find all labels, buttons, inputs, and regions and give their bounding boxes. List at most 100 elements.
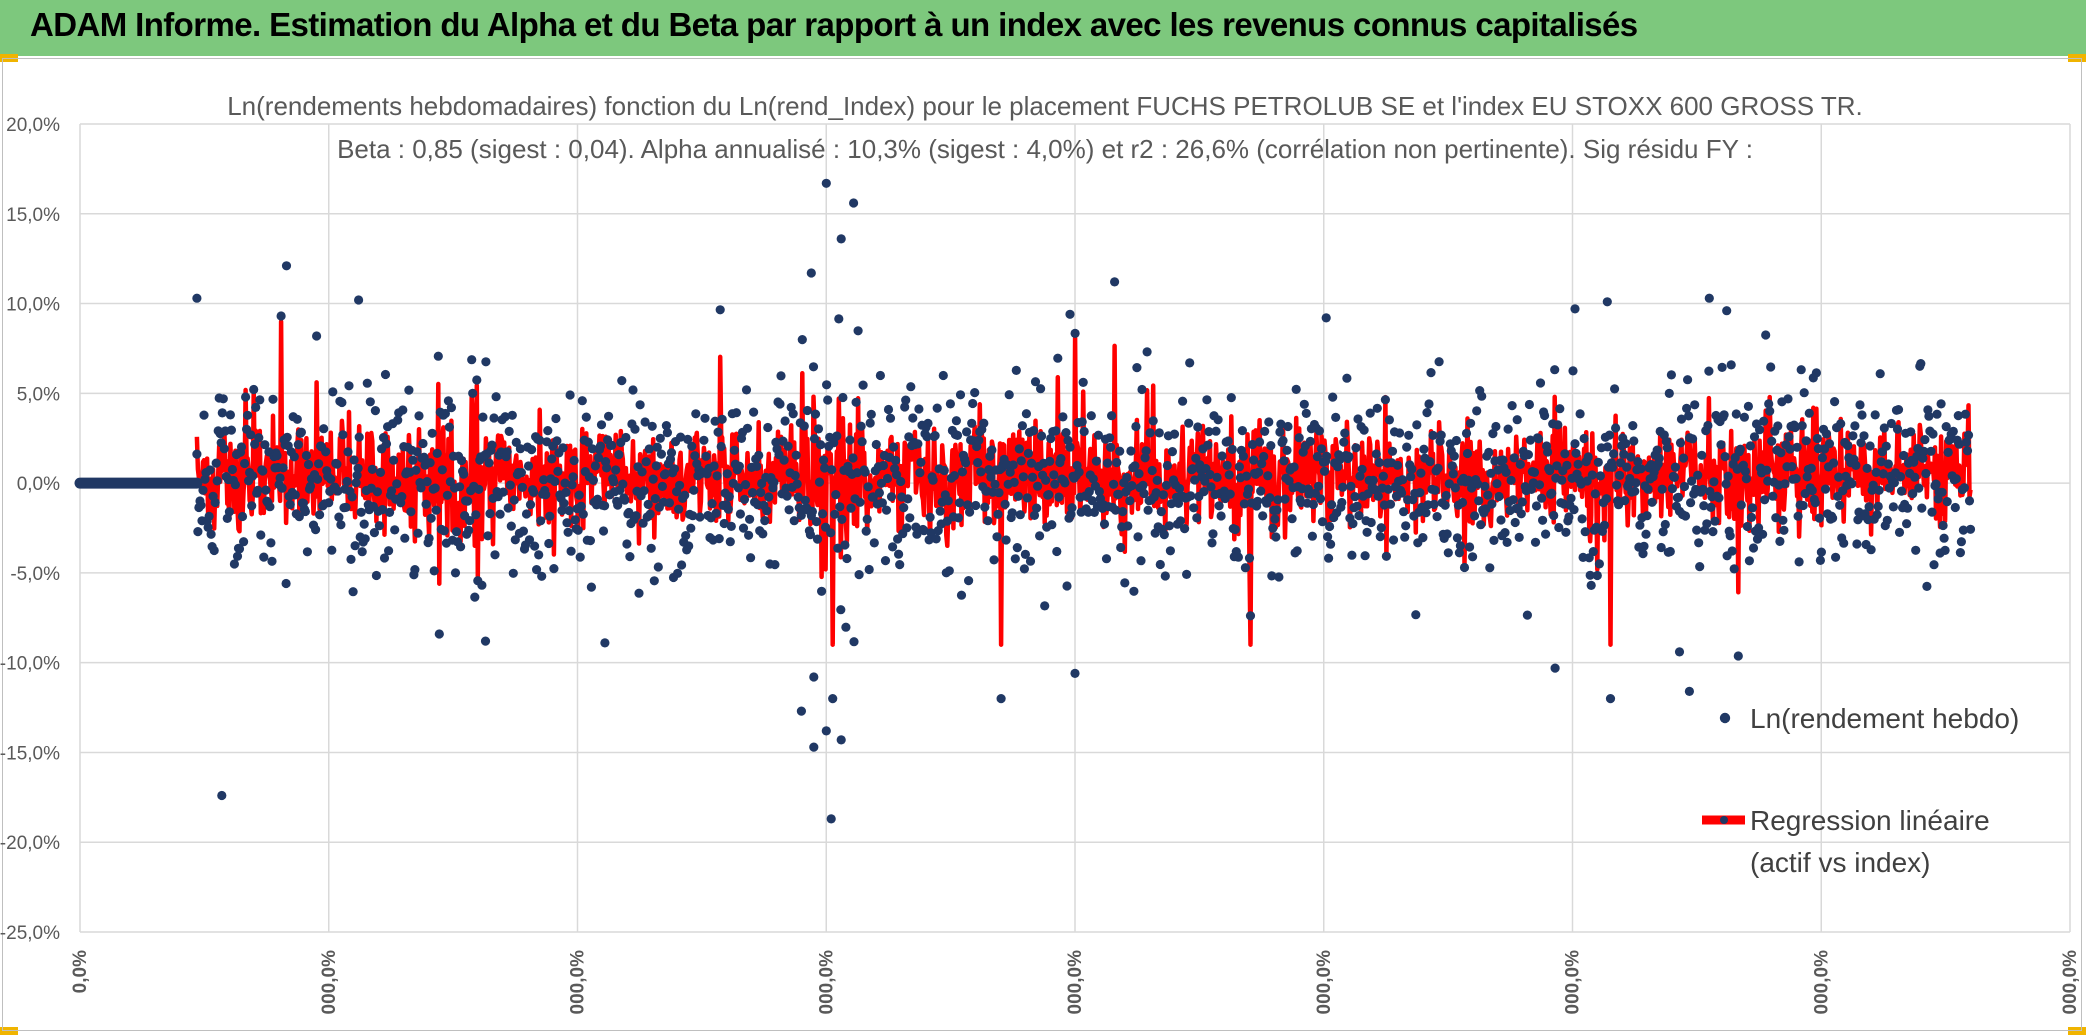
- data-point: [911, 522, 921, 532]
- data-point: [578, 509, 588, 519]
- data-point: [1902, 519, 1912, 529]
- data-point: [1485, 563, 1495, 573]
- data-point: [1174, 483, 1185, 494]
- data-point: [1509, 453, 1519, 463]
- data-point: [1062, 581, 1072, 591]
- data-point: [1611, 423, 1621, 433]
- data-point: [559, 498, 569, 508]
- data-point: [1122, 472, 1132, 483]
- data-point: [1534, 480, 1545, 490]
- data-point: [733, 483, 744, 493]
- data-point: [1828, 513, 1838, 523]
- data-point: [1412, 420, 1422, 430]
- data-point: [1106, 442, 1116, 452]
- data-point: [1899, 450, 1909, 461]
- data-point: [275, 473, 285, 483]
- data-point: [645, 509, 655, 519]
- data-point: [968, 398, 978, 409]
- y-tick-label: 0,0%: [17, 474, 60, 495]
- data-point: [1554, 522, 1564, 533]
- data-point: [680, 490, 690, 500]
- y-tick-label: 20,0%: [6, 115, 60, 136]
- data-point: [1061, 428, 1071, 438]
- data-point: [1686, 498, 1696, 508]
- data-point: [955, 390, 966, 400]
- data-point: [994, 488, 1004, 498]
- data-point: [1276, 419, 1286, 429]
- data-point: [883, 404, 894, 415]
- data-point: [877, 498, 888, 508]
- data-point: [332, 459, 342, 469]
- data-point: [1145, 428, 1155, 438]
- data-point: [577, 396, 587, 406]
- data-point: [770, 560, 780, 570]
- data-point: [1193, 422, 1203, 432]
- data-point: [1748, 543, 1759, 553]
- data-point: [628, 385, 638, 395]
- data-point: [1779, 525, 1789, 535]
- data-point: [691, 409, 701, 419]
- data-point: [782, 491, 792, 501]
- data-point: [457, 455, 467, 466]
- data-point: [1719, 410, 1729, 420]
- data-point: [1575, 409, 1585, 419]
- data-point: [1152, 475, 1162, 485]
- data-point: [336, 520, 346, 530]
- data-point: [1202, 395, 1212, 405]
- data-point: [650, 494, 660, 504]
- data-point: [1937, 487, 1947, 497]
- data-point: [1184, 418, 1194, 428]
- data-point: [1245, 611, 1256, 621]
- data-point: [247, 501, 257, 511]
- data-point: [1964, 496, 1975, 506]
- data-point: [701, 451, 711, 461]
- data-point: [820, 463, 830, 473]
- data-point: [1216, 511, 1226, 521]
- data-point: [1133, 532, 1143, 542]
- data-point: [551, 413, 561, 424]
- data-point: [1594, 559, 1604, 569]
- data-point: [1768, 491, 1778, 501]
- data-point: [1535, 378, 1546, 388]
- data-point: [938, 370, 948, 381]
- data-point: [618, 479, 628, 489]
- data-point: [1667, 484, 1677, 494]
- data-point: [1247, 439, 1258, 450]
- data-point: [1525, 435, 1535, 445]
- data-point: [451, 527, 462, 537]
- y-tick-label: -25,0%: [0, 923, 60, 944]
- data-point: [1051, 426, 1061, 436]
- data-point: [321, 447, 331, 457]
- data-point: [789, 516, 799, 526]
- data-point: [199, 410, 209, 420]
- data-point: [1918, 453, 1928, 463]
- data-point: [431, 505, 441, 515]
- data-point: [1687, 476, 1697, 486]
- data-point: [676, 432, 686, 442]
- data-point: [673, 568, 683, 579]
- data-point: [1658, 527, 1668, 537]
- data-point: [811, 517, 822, 527]
- data-point: [334, 512, 344, 522]
- data-point: [1678, 453, 1689, 463]
- data-point: [1868, 480, 1878, 490]
- data-point: [389, 455, 399, 465]
- data-point: [707, 499, 717, 509]
- data-point: [1093, 430, 1103, 440]
- data-point: [783, 441, 793, 451]
- data-point: [1862, 463, 1872, 473]
- data-point: [1114, 489, 1124, 499]
- data-point: [1327, 500, 1337, 510]
- data-point: [973, 458, 983, 468]
- data-point: [419, 452, 429, 462]
- data-point: [1399, 507, 1409, 517]
- data-point: [484, 458, 494, 468]
- data-point: [1313, 481, 1324, 491]
- data-point: [1494, 491, 1504, 502]
- data-point: [1289, 462, 1299, 472]
- data-point: [348, 587, 358, 597]
- data-point: [790, 470, 800, 481]
- data-point: [925, 512, 935, 522]
- data-point: [240, 458, 250, 469]
- data-point: [792, 479, 802, 489]
